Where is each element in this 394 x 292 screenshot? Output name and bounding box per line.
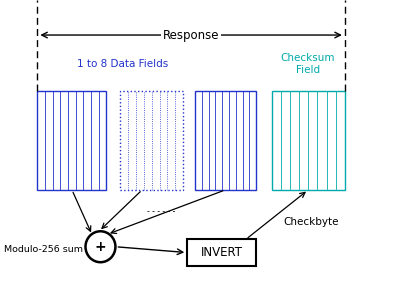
- Text: INVERT: INVERT: [201, 246, 243, 259]
- Text: Checkbyte: Checkbyte: [284, 217, 339, 227]
- Bar: [120, 91, 183, 190]
- Text: - - - - - -: - - - - - -: [147, 207, 176, 216]
- Bar: [187, 239, 256, 266]
- Text: Checksum
Field: Checksum Field: [281, 53, 335, 75]
- Bar: [272, 91, 345, 190]
- Bar: [195, 91, 256, 190]
- Text: 1 to 8 Data Fields: 1 to 8 Data Fields: [76, 59, 168, 69]
- Text: Response: Response: [163, 29, 219, 41]
- Text: Modulo-256 sum: Modulo-256 sum: [4, 245, 83, 254]
- Bar: [37, 91, 106, 190]
- Text: +: +: [95, 240, 106, 254]
